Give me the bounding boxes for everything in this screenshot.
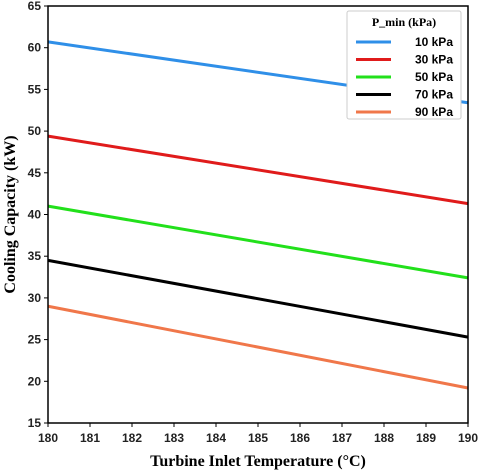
- legend-label: 70 kPa: [415, 88, 453, 102]
- x-tick-label: 190: [458, 431, 478, 445]
- x-tick-label: 185: [248, 431, 268, 445]
- y-tick-label: 35: [28, 249, 42, 263]
- series-line: [47, 204, 469, 280]
- x-tick-label: 181: [80, 431, 100, 445]
- x-axis-title: Turbine Inlet Temperature (°C): [150, 453, 366, 470]
- legend-label: 90 kPa: [415, 105, 453, 119]
- legend: P_min (kPa) 10 kPa 30 kPa 50 kPa 70 kPa 90 k…: [346, 10, 462, 120]
- x-tick-label: 187: [332, 431, 352, 445]
- legend-label: 10 kPa: [415, 35, 453, 49]
- x-tick-label: 188: [374, 431, 394, 445]
- legend-label: 50 kPa: [415, 70, 453, 84]
- y-tick-label: 60: [28, 41, 42, 55]
- x-tick-label: 189: [416, 431, 436, 445]
- y-axis-title: Cooling Capacity (kW): [2, 135, 19, 293]
- legend-label: 30 kPa: [415, 53, 453, 67]
- y-axis: 15 20 25 30 35 40 45 50 55 60 65: [28, 0, 48, 430]
- y-tick-label: 40: [28, 208, 42, 222]
- series-line: [47, 134, 469, 206]
- y-tick-label: 65: [28, 0, 42, 13]
- x-axis: 180 181 182 183 184 185 186 187 188 189 190: [38, 423, 478, 445]
- x-tick-label: 184: [206, 431, 226, 445]
- series-line: [47, 258, 469, 339]
- y-tick-label: 55: [28, 82, 42, 96]
- legend-items: 10 kPa 30 kPa 50 kPa 70 kPa 90 kPa: [356, 35, 453, 119]
- y-tick-label: 50: [28, 124, 42, 138]
- y-tick-label: 15: [28, 416, 42, 430]
- x-tick-label: 180: [38, 431, 58, 445]
- legend-title: P_min (kPa): [372, 15, 436, 29]
- y-tick-label: 25: [28, 333, 42, 347]
- x-tick-label: 182: [122, 431, 142, 445]
- y-tick-label: 45: [28, 166, 42, 180]
- x-tick-label: 186: [290, 431, 310, 445]
- x-tick-label: 183: [164, 431, 184, 445]
- legend-box: [346, 10, 462, 120]
- y-tick-label: 20: [28, 374, 42, 388]
- y-tick-label: 30: [28, 291, 42, 305]
- series-line: [47, 304, 469, 390]
